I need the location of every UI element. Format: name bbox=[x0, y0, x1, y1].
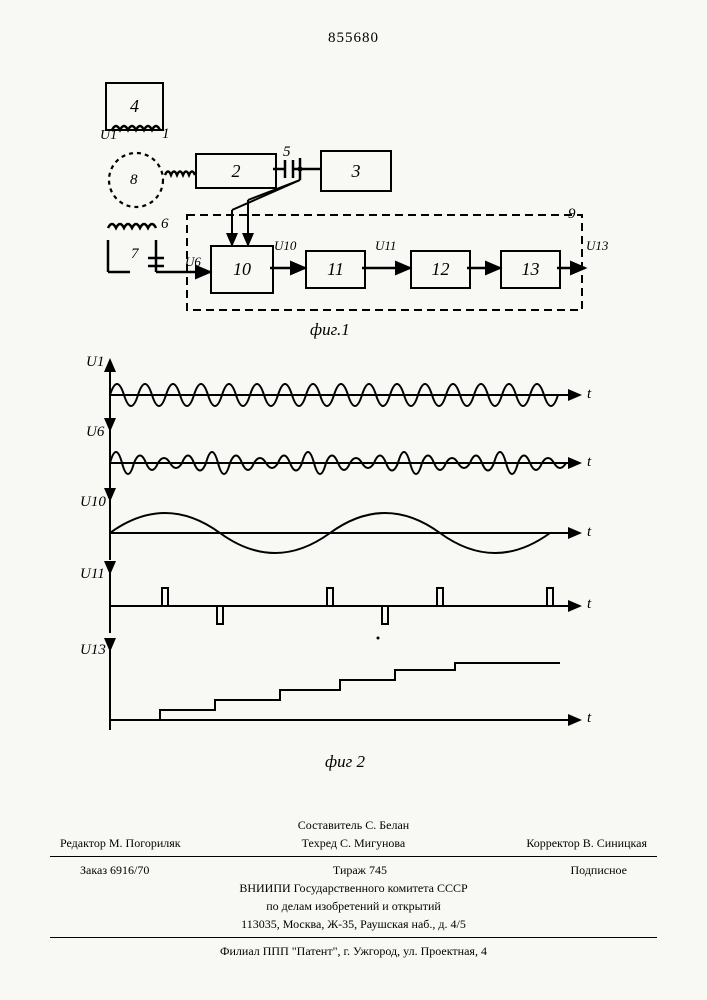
axis-t1: t bbox=[587, 386, 591, 403]
footer-techred: Техред С. Мигунова bbox=[302, 834, 406, 852]
footer: Составитель С. Белан Редактор М. Погорил… bbox=[50, 816, 657, 960]
fig1-caption: фиг.1 bbox=[310, 320, 350, 340]
label-u6: U6 bbox=[185, 254, 201, 270]
footer-tirage: Тираж 745 bbox=[333, 861, 387, 879]
fig2-caption: фиг 2 bbox=[325, 752, 365, 772]
axis-u10: U10 bbox=[80, 494, 106, 511]
footer-org: ВНИИПИ Государственного комитета СССР bbox=[50, 879, 657, 897]
footer-subscription: Подписное bbox=[571, 861, 628, 879]
label-6: 6 bbox=[161, 216, 169, 233]
label-5: 5 bbox=[283, 144, 291, 161]
axis-t3: t bbox=[587, 524, 591, 541]
page: 855680 4 2 3 10 11 12 13 bbox=[0, 0, 707, 1000]
footer-corrector: Корректор В. Синицкая bbox=[526, 834, 647, 852]
axis-u13: U13 bbox=[80, 642, 106, 659]
label-7: 7 bbox=[131, 246, 139, 263]
footer-compiler: Составитель С. Белан bbox=[50, 816, 657, 834]
fig2-svg bbox=[0, 350, 707, 810]
footer-branch: Филиал ППП "Патент", г. Ужгород, ул. Про… bbox=[50, 942, 657, 960]
label-1: 1 bbox=[162, 126, 170, 143]
axis-u6: U6 bbox=[86, 424, 104, 441]
label-u10: U10 bbox=[274, 238, 296, 254]
axis-t4: t bbox=[587, 596, 591, 613]
axis-t2: t bbox=[587, 454, 591, 471]
axis-u11: U11 bbox=[80, 566, 105, 583]
label-9: 9 bbox=[568, 206, 576, 223]
label-u13: U13 bbox=[586, 238, 608, 254]
footer-address: 113035, Москва, Ж-35, Раушская наб., д. … bbox=[50, 915, 657, 933]
footer-org2: по делам изобретений и открытий bbox=[50, 897, 657, 915]
label-u11: U11 bbox=[375, 238, 396, 254]
label-u1: U1 bbox=[100, 128, 117, 144]
axis-u1: U1 bbox=[86, 354, 104, 371]
axis-t5: t bbox=[587, 710, 591, 727]
footer-order: Заказ 6916/70 bbox=[80, 861, 149, 879]
footer-editor: Редактор М. Погориляк bbox=[60, 834, 181, 852]
label-8: 8 bbox=[130, 172, 138, 189]
fig1-svg bbox=[0, 0, 707, 340]
